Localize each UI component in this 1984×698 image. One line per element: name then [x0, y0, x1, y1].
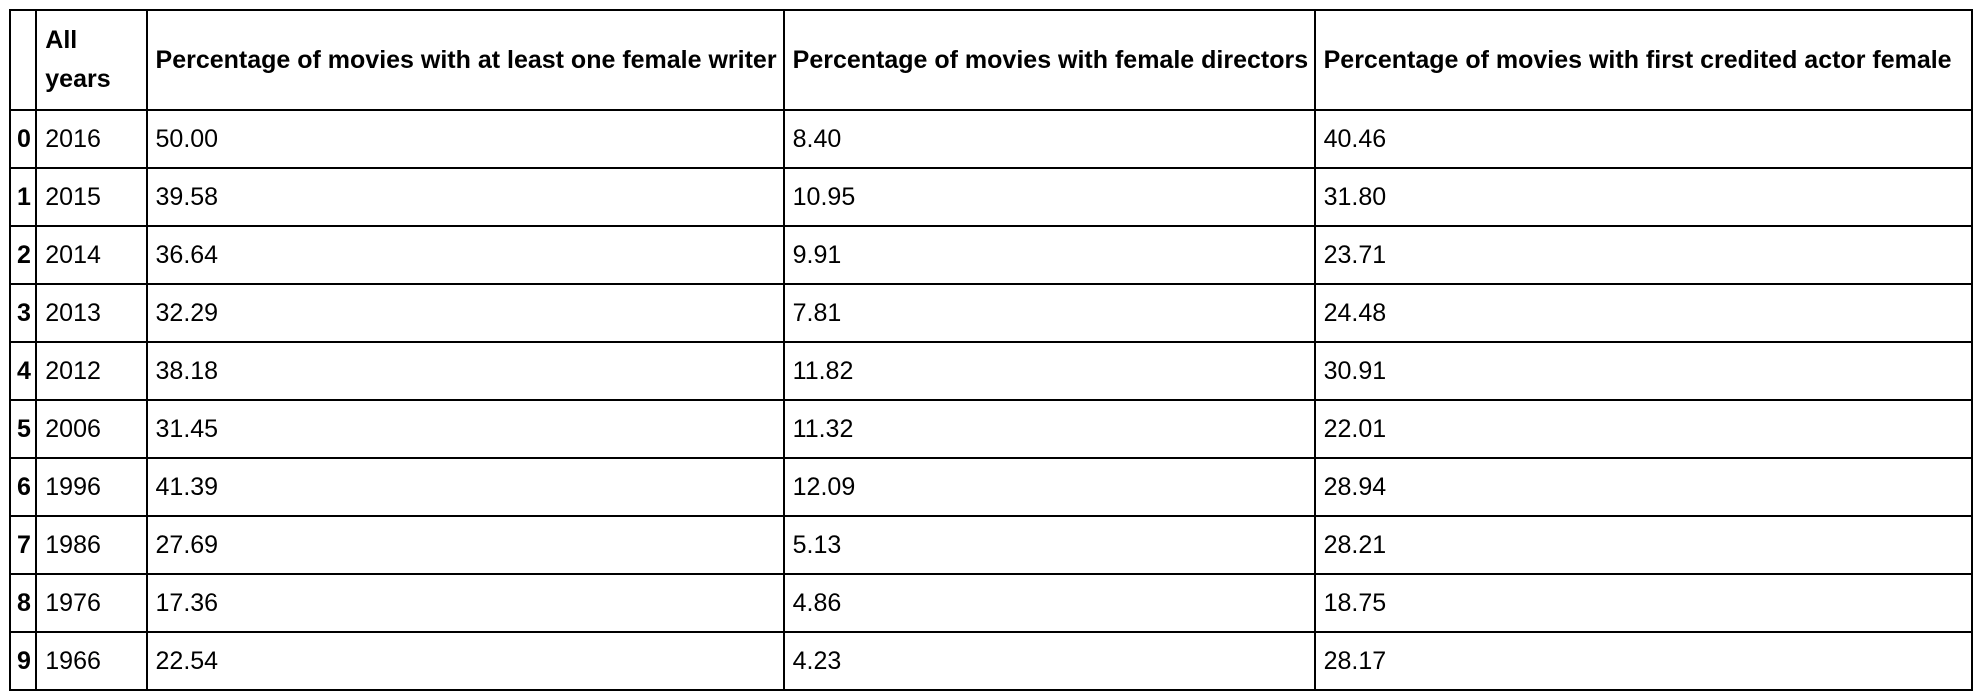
row-index: 0 — [8, 109, 38, 169]
row-index: 4 — [8, 341, 38, 401]
cell-female-director: 10.95 — [782, 167, 1316, 227]
cell-female-writer: 32.29 — [145, 283, 785, 343]
header-female-writer: Percentage of movies with at least one f… — [145, 9, 785, 111]
table-row: 1 2015 39.58 10.95 31.80 — [8, 167, 1974, 227]
cell-female-director: 12.09 — [782, 457, 1316, 517]
header-female-director: Percentage of movies with female directo… — [782, 9, 1316, 111]
table-row: 9 1966 22.54 4.23 28.17 — [8, 631, 1974, 691]
cell-female-actor: 24.48 — [1313, 283, 1974, 343]
cell-year: 2006 — [35, 399, 148, 459]
cell-year: 2015 — [35, 167, 148, 227]
table-row: 3 2013 32.29 7.81 24.48 — [8, 283, 1974, 343]
data-table: All years Percentage of movies with at l… — [8, 9, 1974, 691]
row-index: 9 — [8, 631, 38, 691]
table-body: 0 2016 50.00 8.40 40.46 1 2015 39.58 10.95 31.80 2… — [8, 109, 1974, 691]
header-row: All years Percentage of movies with at l… — [8, 9, 1974, 111]
cell-female-actor: 22.01 — [1313, 399, 1974, 459]
cell-year: 2014 — [35, 225, 148, 285]
cell-female-writer: 36.64 — [145, 225, 785, 285]
cell-female-director: 8.40 — [782, 109, 1316, 169]
table-row: 7 1986 27.69 5.13 28.21 — [8, 515, 1974, 575]
table-row: 2 2014 36.64 9.91 23.71 — [8, 225, 1974, 285]
cell-female-actor: 28.17 — [1313, 631, 1974, 691]
row-index: 1 — [8, 167, 38, 227]
table-row: 4 2012 38.18 11.82 30.91 — [8, 341, 1974, 401]
row-index: 6 — [8, 457, 38, 517]
cell-female-director: 11.82 — [782, 341, 1316, 401]
table-row: 0 2016 50.00 8.40 40.46 — [8, 109, 1974, 169]
cell-female-actor: 31.80 — [1313, 167, 1974, 227]
cell-female-writer: 27.69 — [145, 515, 785, 575]
cell-year: 1966 — [35, 631, 148, 691]
cell-year: 2016 — [35, 109, 148, 169]
cell-year: 2013 — [35, 283, 148, 343]
cell-female-writer: 17.36 — [145, 573, 785, 633]
table-row: 5 2006 31.45 11.32 22.01 — [8, 399, 1974, 459]
row-index: 2 — [8, 225, 38, 285]
cell-female-director: 9.91 — [782, 225, 1316, 285]
cell-female-actor: 28.94 — [1313, 457, 1974, 517]
cell-year: 1986 — [35, 515, 148, 575]
table-header: All years Percentage of movies with at l… — [8, 9, 1974, 111]
header-female-actor: Percentage of movies with first credited… — [1313, 9, 1974, 111]
cell-female-actor: 18.75 — [1313, 573, 1974, 633]
cell-year: 1976 — [35, 573, 148, 633]
header-year: All years — [35, 9, 148, 111]
cell-female-writer: 50.00 — [145, 109, 785, 169]
table-row: 8 1976 17.36 4.86 18.75 — [8, 573, 1974, 633]
cell-female-writer: 31.45 — [145, 399, 785, 459]
cell-female-actor: 30.91 — [1313, 341, 1974, 401]
row-index: 8 — [8, 573, 38, 633]
cell-female-director: 7.81 — [782, 283, 1316, 343]
row-index: 5 — [8, 399, 38, 459]
cell-female-writer: 22.54 — [145, 631, 785, 691]
row-index: 3 — [8, 283, 38, 343]
cell-female-director: 11.32 — [782, 399, 1316, 459]
cell-year: 2012 — [35, 341, 148, 401]
cell-female-writer: 39.58 — [145, 167, 785, 227]
cell-year: 1996 — [35, 457, 148, 517]
cell-female-actor: 28.21 — [1313, 515, 1974, 575]
cell-female-director: 4.86 — [782, 573, 1316, 633]
cell-female-actor: 23.71 — [1313, 225, 1974, 285]
cell-female-writer: 41.39 — [145, 457, 785, 517]
cell-female-director: 5.13 — [782, 515, 1316, 575]
cell-female-writer: 38.18 — [145, 341, 785, 401]
row-index: 7 — [8, 515, 38, 575]
cell-female-actor: 40.46 — [1313, 109, 1974, 169]
header-index — [8, 9, 38, 111]
table-row: 6 1996 41.39 12.09 28.94 — [8, 457, 1974, 517]
cell-female-director: 4.23 — [782, 631, 1316, 691]
